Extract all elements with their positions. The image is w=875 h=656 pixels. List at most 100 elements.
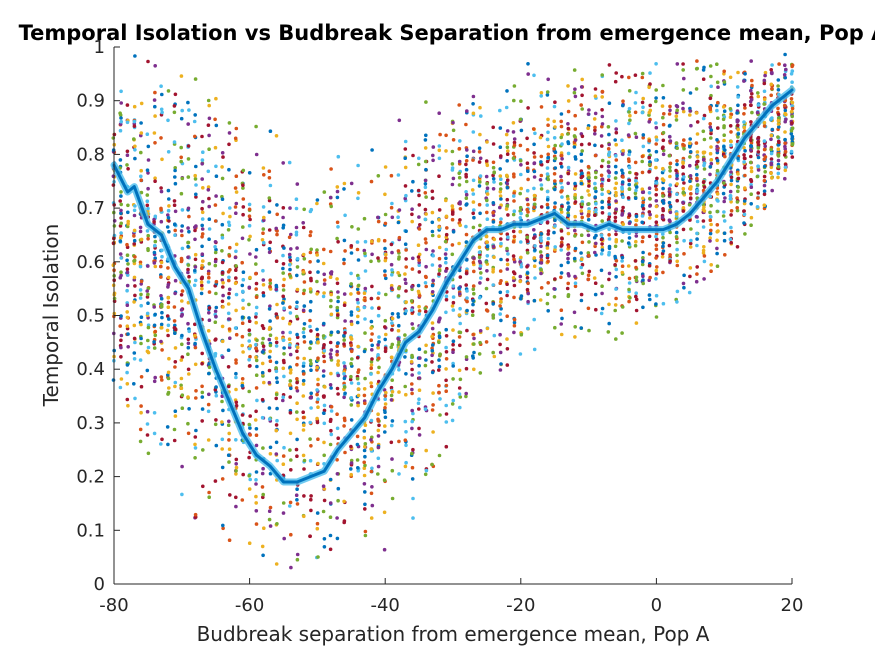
scatter-point [376,472,380,476]
scatter-point [431,403,435,407]
scatter-point [180,464,184,469]
scatter-point [186,226,190,230]
scatter-point [634,297,639,302]
scatter-point [315,416,319,421]
scatter-point [626,264,631,268]
scatter-point [742,165,747,170]
scatter-point [593,195,597,199]
scatter-point [742,112,746,116]
scatter-point [220,151,225,155]
scatter-point [214,174,219,178]
scatter-point [376,238,381,243]
scatter-point [302,423,306,428]
scatter-point [695,155,700,159]
scatter-point [335,281,340,286]
scatter-point [606,147,611,151]
scatter-point [349,396,354,400]
scatter-point [234,504,238,509]
scatter-point [261,336,265,341]
scatter-point [112,291,117,296]
scatter-point [749,154,753,159]
scatter-point [194,183,198,187]
scatter-point [274,452,279,456]
scatter-point [715,192,720,196]
scatter-point [498,304,502,308]
scatter-point [661,301,666,306]
scatter-point [145,433,150,437]
scatter-point [499,217,503,221]
scatter-point [464,122,468,127]
scatter-point [308,458,313,463]
scatter-point [688,196,693,200]
scatter-point [254,433,259,438]
scatter-point [579,298,584,303]
scatter-point [125,258,129,263]
scatter-point [749,223,753,227]
scatter-point [539,244,543,249]
scatter-point [159,260,164,265]
scatter-point [377,365,381,370]
scatter-point [437,245,442,250]
scatter-point [404,443,408,448]
scatter-point [498,281,503,286]
scatter-point [641,206,646,211]
scatter-point [661,166,665,171]
scatter-point [382,478,387,483]
scatter-point [262,218,266,222]
scatter-point [193,113,197,117]
scatter-point [756,94,761,99]
scatter-point [606,330,611,334]
scatter-point [355,355,360,360]
scatter-point [614,207,618,211]
scatter-point [213,388,218,392]
scatter-point [729,213,733,217]
scatter-point [274,360,279,365]
scatter-point [139,178,143,182]
scatter-point [640,262,645,267]
scatter-point [668,135,672,139]
scatter-point [512,194,516,198]
scatter-point [207,147,211,151]
scatter-point [254,373,259,378]
scatter-point [526,291,530,296]
scatter-point [587,193,591,197]
scatter-point [282,306,286,311]
scatter-point [579,233,584,237]
scatter-point [282,536,287,541]
scatter-point [152,220,156,224]
scatter-point [241,205,246,209]
scatter-point [681,109,686,114]
mean-line-layer [110,86,796,486]
scatter-point [301,308,306,313]
scatter-point [119,333,124,338]
scatter-point [729,143,733,148]
scatter-point [682,238,686,243]
scatter-point [688,137,692,141]
scatter-point [146,206,150,211]
scatter-point [240,260,244,265]
scatter-point [599,164,604,169]
scatter-point [316,437,320,442]
scatter-point [260,485,265,489]
scatter-point [579,85,584,89]
scatter-point [200,419,204,423]
scatter-point [233,326,238,330]
scatter-point [389,205,394,210]
scatter-point [119,211,123,215]
scatter-point [390,328,394,332]
scatter-point [606,189,611,194]
scatter-point [180,333,184,338]
scatter-point [532,236,536,240]
scatter-point [281,301,285,305]
scatter-point [160,310,164,315]
scatter-point [153,104,157,109]
scatter-point [491,177,496,181]
scatter-point [728,189,733,194]
scatter-point [783,111,787,116]
scatter-point [416,255,421,259]
scatter-point [138,260,143,265]
x-tick-label: 20 [781,595,804,616]
scatter-point [498,126,503,130]
scatter-point [545,93,550,97]
scatter-point [301,291,306,296]
